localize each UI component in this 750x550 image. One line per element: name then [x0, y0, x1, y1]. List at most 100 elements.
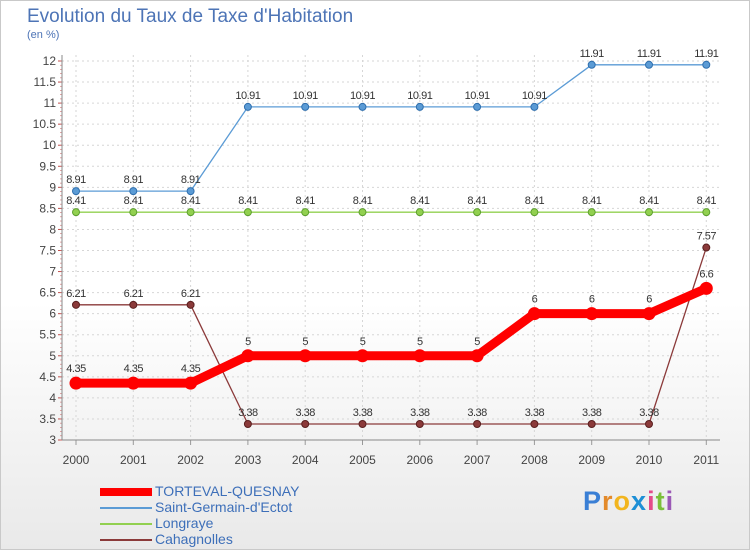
y-tick-label: 5 — [49, 349, 56, 363]
y-tick-label: 3 — [49, 433, 56, 447]
legend-label: TORTEVAL-QUESNAY — [155, 483, 300, 499]
data-label: 8.41 — [467, 195, 487, 207]
data-point — [301, 102, 310, 111]
data-point — [129, 300, 138, 309]
data-label: 8.41 — [124, 195, 144, 207]
series-line-3 — [76, 247, 707, 425]
x-tick-label: 2000 — [63, 453, 90, 467]
data-label: 6 — [532, 294, 538, 306]
data-label: 4.35 — [181, 363, 201, 375]
series-line-1 — [76, 64, 707, 192]
data-point — [358, 208, 367, 217]
data-label: 8.41 — [639, 195, 659, 207]
data-label: 8.41 — [410, 195, 430, 207]
data-label: 8.41 — [295, 195, 315, 207]
data-label: 8.41 — [66, 195, 86, 207]
y-tick-label: 4.5 — [39, 370, 56, 384]
data-point — [298, 349, 312, 363]
y-tick-label: 7.5 — [39, 244, 56, 258]
data-label: 3.38 — [295, 407, 315, 419]
data-label: 5 — [360, 336, 366, 348]
data-label: 8.41 — [582, 195, 602, 207]
y-tick-label: 10.5 — [33, 117, 57, 131]
data-point — [72, 300, 80, 309]
data-label: 8.91 — [66, 174, 86, 186]
data-point — [186, 300, 195, 309]
y-tick-label: 4 — [49, 391, 56, 405]
data-point — [645, 419, 653, 428]
data-label: 5 — [302, 336, 308, 348]
data-point — [356, 349, 369, 363]
data-point — [470, 349, 484, 363]
data-label: 6 — [646, 294, 652, 306]
data-point — [527, 307, 541, 321]
data-point — [126, 376, 140, 390]
y-tick-label: 8.5 — [39, 201, 56, 215]
data-label: 3.38 — [525, 407, 545, 419]
x-tick-label: 2008 — [521, 453, 548, 467]
data-label: 11.91 — [694, 48, 719, 60]
data-point — [129, 187, 138, 196]
data-point — [243, 208, 252, 217]
x-tick-label: 2007 — [464, 453, 491, 467]
x-tick-label: 2003 — [235, 453, 262, 467]
data-point — [415, 208, 424, 217]
data-point — [587, 419, 596, 428]
data-label: 6.21 — [124, 288, 144, 300]
data-point — [241, 349, 255, 363]
y-axis-unit-label: (en %) — [27, 29, 60, 41]
data-label: 3.38 — [353, 407, 373, 419]
y-tick-label: 8 — [49, 222, 56, 236]
data-point — [415, 419, 424, 428]
data-label: 8.41 — [353, 195, 373, 207]
data-point — [585, 307, 599, 321]
logo-letter: t — [655, 486, 666, 516]
y-tick-label: 11 — [44, 96, 57, 110]
data-point — [301, 419, 310, 428]
data-point — [415, 102, 424, 111]
data-label: 6.21 — [181, 288, 201, 300]
data-point — [702, 60, 711, 69]
x-tick-label: 2004 — [292, 453, 319, 467]
data-point — [530, 419, 539, 428]
data-label: 7.57 — [697, 231, 717, 243]
y-tick-label: 7 — [49, 265, 56, 279]
data-point — [72, 208, 80, 217]
data-label: 11.91 — [580, 48, 605, 60]
x-tick-label: 2001 — [120, 453, 147, 467]
data-point — [301, 208, 310, 217]
x-tick-label: 2009 — [578, 453, 605, 467]
data-label: 3.38 — [410, 407, 430, 419]
data-point — [473, 102, 482, 111]
x-tick-label: 2005 — [349, 453, 376, 467]
data-point — [702, 243, 711, 252]
legend-label: Saint-Germain-d'Ectot — [155, 499, 293, 515]
data-point — [473, 208, 482, 217]
data-point — [645, 60, 653, 69]
y-tick-label: 3.5 — [39, 412, 56, 426]
x-tick-label: 2002 — [177, 453, 204, 467]
legend-label: Cahagnolles — [155, 531, 233, 547]
chart-title: Evolution du Taux de Taxe d'Habitation — [27, 6, 354, 27]
y-tick-label: 9 — [49, 180, 56, 194]
y-tick-label: 5.5 — [39, 328, 56, 342]
data-label: 3.38 — [639, 407, 659, 419]
data-label: 10.91 — [465, 90, 490, 102]
data-label: 6 — [589, 294, 595, 306]
data-label: 6.21 — [66, 288, 86, 300]
x-tick-label: 2010 — [636, 453, 663, 467]
data-point — [243, 102, 252, 111]
data-point — [645, 208, 653, 217]
data-point — [413, 349, 427, 363]
data-label: 8.41 — [525, 195, 545, 207]
data-label: 10.91 — [407, 90, 432, 102]
logo-letter: P — [583, 486, 603, 516]
y-tick-label: 11.5 — [34, 75, 57, 89]
data-point — [699, 281, 713, 295]
data-point — [186, 208, 195, 217]
data-label: 6.6 — [699, 268, 713, 280]
x-tick-label: 2011 — [693, 453, 719, 467]
data-point — [642, 307, 656, 321]
logo-letter: x — [631, 486, 648, 516]
y-tick-label: 9.5 — [39, 159, 56, 173]
